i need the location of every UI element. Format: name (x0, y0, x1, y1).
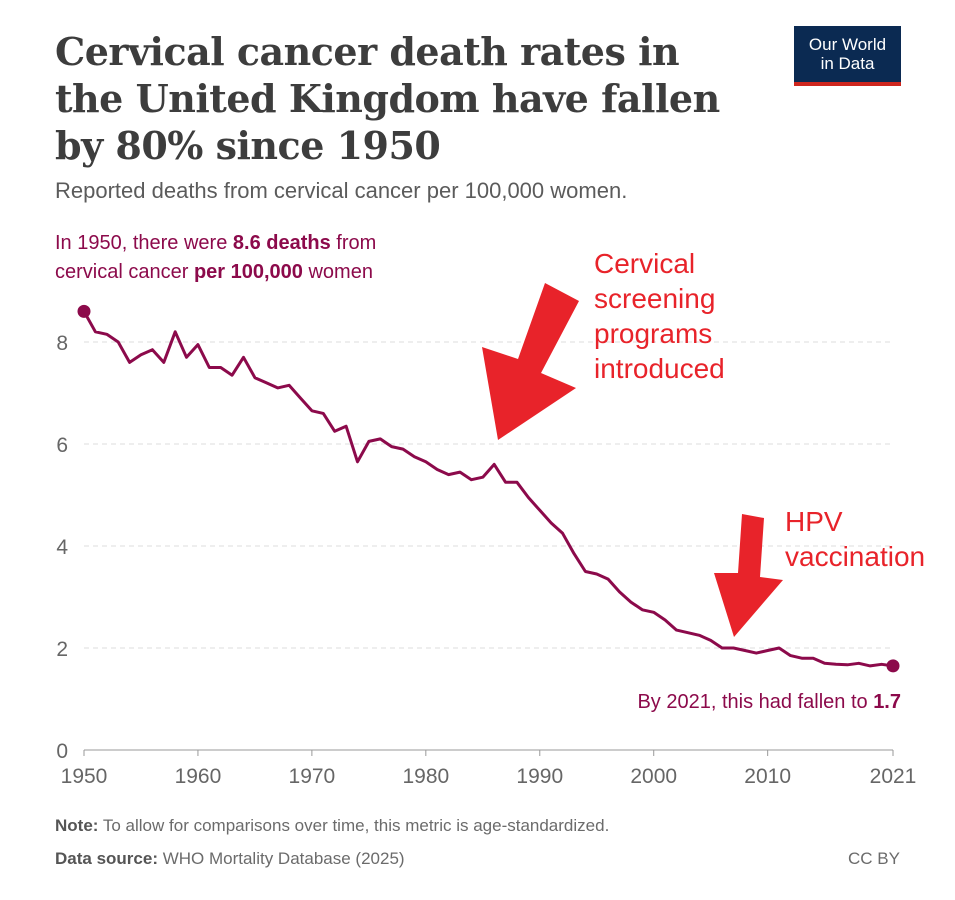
chart-title: Cervical cancer death rates in the Unite… (55, 29, 720, 168)
start-annotation-line-2-part: cervical cancer (55, 261, 194, 283)
y-tick-label-0: 0 (56, 740, 68, 763)
logo-line-2: in Data (820, 54, 875, 73)
start-annotation-line-2: cervical cancer per 100,000 women (55, 261, 373, 283)
screening-label-line-3: programs (594, 318, 712, 349)
x-tick-label-1970: 1970 (289, 765, 336, 788)
x-tick-label-2021: 2021 (870, 765, 917, 788)
end-annotation-part: By 2021, this had fallen to (637, 691, 873, 713)
y-tick-label-2: 2 (56, 638, 68, 661)
y-tick-label-6: 6 (56, 434, 68, 457)
source-text[interactable]: WHO Mortality Database (2025) (157, 849, 405, 868)
screening-label-line-2: screening (594, 283, 715, 314)
line-chart: 0 2 4 6 8 1950 1960 1970 1980 1990 2000 2010 2021 In … (55, 232, 925, 788)
start-annotation-line-1-part: In 1950, there were (55, 232, 233, 254)
series-start-point (77, 304, 91, 318)
start-annotation-line-1-part: 8.6 deaths (233, 232, 331, 254)
note-text: To allow for comparisons over time, this… (98, 816, 610, 835)
x-tick-label-1990: 1990 (516, 765, 563, 788)
end-annotation-part: 1.7 (873, 691, 901, 713)
logo-line-1: Our World (808, 35, 887, 54)
chart-note: Note: To allow for comparisons over time… (55, 816, 609, 836)
note-label: Note: (55, 816, 99, 835)
license-link[interactable]: CC BY (848, 849, 900, 868)
y-tick-label-8: 8 (56, 332, 68, 355)
x-tick-label-2010: 2010 (744, 765, 791, 788)
x-tick-label-1950: 1950 (61, 765, 108, 788)
hpv-label-line-1: HPV (785, 506, 843, 537)
source-label: Data source: (55, 849, 158, 868)
series-end-point (886, 659, 900, 673)
chart-subtitle: Reported deaths from cervical cancer per… (55, 178, 628, 203)
screening-arrow (482, 283, 579, 440)
series-line-united-kingdom (82, 309, 895, 668)
start-annotation-line-1-part: from (331, 232, 377, 254)
hpv-arrow (714, 514, 783, 637)
owid-logo[interactable]: Our World in Data (794, 26, 901, 86)
data-source: Data source: WHO Mortality Database (202… (55, 849, 405, 869)
x-tick-label-2000: 2000 (630, 765, 677, 788)
screening-label-line-4: introduced (594, 353, 725, 384)
start-annotation-line-2-part: per 100,000 (194, 261, 303, 283)
start-annotation-line-2-part: women (303, 261, 373, 283)
x-tick-label-1980: 1980 (402, 765, 449, 788)
hpv-label-line-2: vaccination (785, 541, 925, 572)
x-tick-label-1960: 1960 (175, 765, 222, 788)
end-annotation: By 2021, this had fallen to 1.7 (637, 691, 901, 713)
y-tick-label-4: 4 (56, 536, 68, 559)
start-annotation-line-1: In 1950, there were 8.6 deaths from (55, 232, 376, 254)
screening-label-line-1: Cervical (594, 248, 695, 279)
